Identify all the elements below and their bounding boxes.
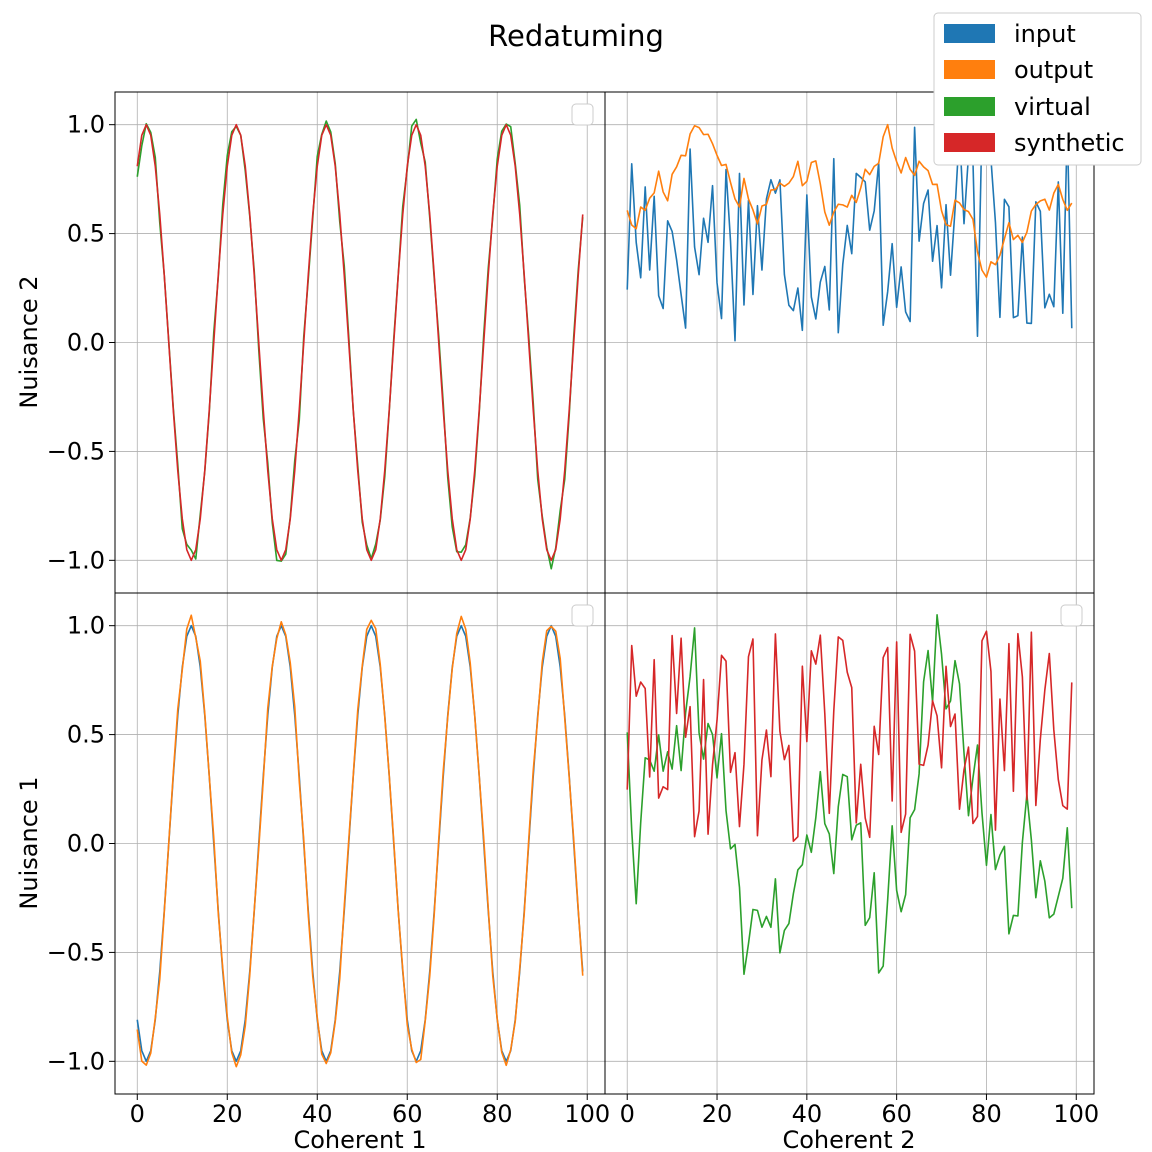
x-tick-label: 80 <box>971 1100 1002 1128</box>
legend-frame <box>933 12 1142 166</box>
panel-legend-box <box>571 604 594 627</box>
y-tick-label: −1.0 <box>47 1047 105 1075</box>
legend-label-input: input <box>1014 20 1076 48</box>
y-tick-label: −1.0 <box>47 546 105 574</box>
panel-row2-col1: −1.0 −0.5 0.0 0.5 1.0 0 20 40 60 80 100 <box>47 592 610 1128</box>
y-tick-label: 0.5 <box>67 220 105 248</box>
legend-swatch-synthetic <box>944 133 995 152</box>
x-tick-label: 0 <box>620 1100 635 1128</box>
series-line-input <box>626 125 1073 342</box>
legend-label-output: output <box>1014 56 1093 84</box>
figure-title: Redatuming <box>488 19 664 53</box>
legend-label-synthetic: synthetic <box>1014 129 1125 157</box>
x-tick-label: 100 <box>564 1100 610 1128</box>
axis-labels: Coherent 1 Coherent 2 Nuisance 2 Nuisanc… <box>15 275 916 1152</box>
y-tick-label: 0.5 <box>67 721 105 749</box>
y-tick-label: −0.5 <box>47 437 105 465</box>
series-line-output <box>626 123 1073 278</box>
x-tick-label: 20 <box>212 1100 243 1128</box>
y-tick-label: 1.0 <box>67 612 105 640</box>
y-tick-label: 0.0 <box>67 329 105 357</box>
x-label-coherent-2: Coherent 2 <box>782 1126 915 1152</box>
legend-swatch-input <box>944 24 995 43</box>
x-tick-label: 0 <box>130 1100 145 1128</box>
x-tick-label: 100 <box>1053 1100 1099 1128</box>
legend-swatch-virtual <box>944 97 995 116</box>
x-tick-label: 80 <box>482 1100 513 1128</box>
series-line-output <box>136 614 584 1068</box>
panels: −1.0 −0.5 0.0 0.5 1.0 −1.0 −0.5 0.0 0.5 1.0 0 20 40 6… <box>47 91 1099 1128</box>
x-tick-label: 40 <box>302 1100 333 1128</box>
x-tick-label: 20 <box>702 1100 733 1128</box>
x-tick-label: 60 <box>881 1100 912 1128</box>
y-tick-label: 0.0 <box>67 830 105 858</box>
panel-row2-col2: 0 20 40 60 80 100 <box>604 592 1099 1128</box>
x-tick-label: 40 <box>792 1100 823 1128</box>
legend-swatch-output <box>944 60 995 79</box>
y-label-nuisance-2: Nuisance 2 <box>15 275 43 408</box>
series-line-synthetic <box>626 630 1073 843</box>
x-label-coherent-1: Coherent 1 <box>293 1126 426 1152</box>
y-label-nuisance-1: Nuisance 1 <box>15 776 43 909</box>
x-tick-label: 60 <box>392 1100 423 1128</box>
panel-row1-col2 <box>604 91 1095 594</box>
panel-legend-box <box>1060 604 1083 627</box>
series-line-synthetic <box>136 123 584 562</box>
legend-label-virtual: virtual <box>1014 93 1091 121</box>
y-tick-label: −0.5 <box>47 938 105 966</box>
panel-row1-col1: −1.0 −0.5 0.0 0.5 1.0 <box>47 91 606 594</box>
figure-legend: input output virtual synthetic <box>933 12 1142 166</box>
y-tick-label: 1.0 <box>67 111 105 139</box>
axes-frame <box>604 592 1095 1095</box>
panel-legend-box <box>571 103 594 126</box>
